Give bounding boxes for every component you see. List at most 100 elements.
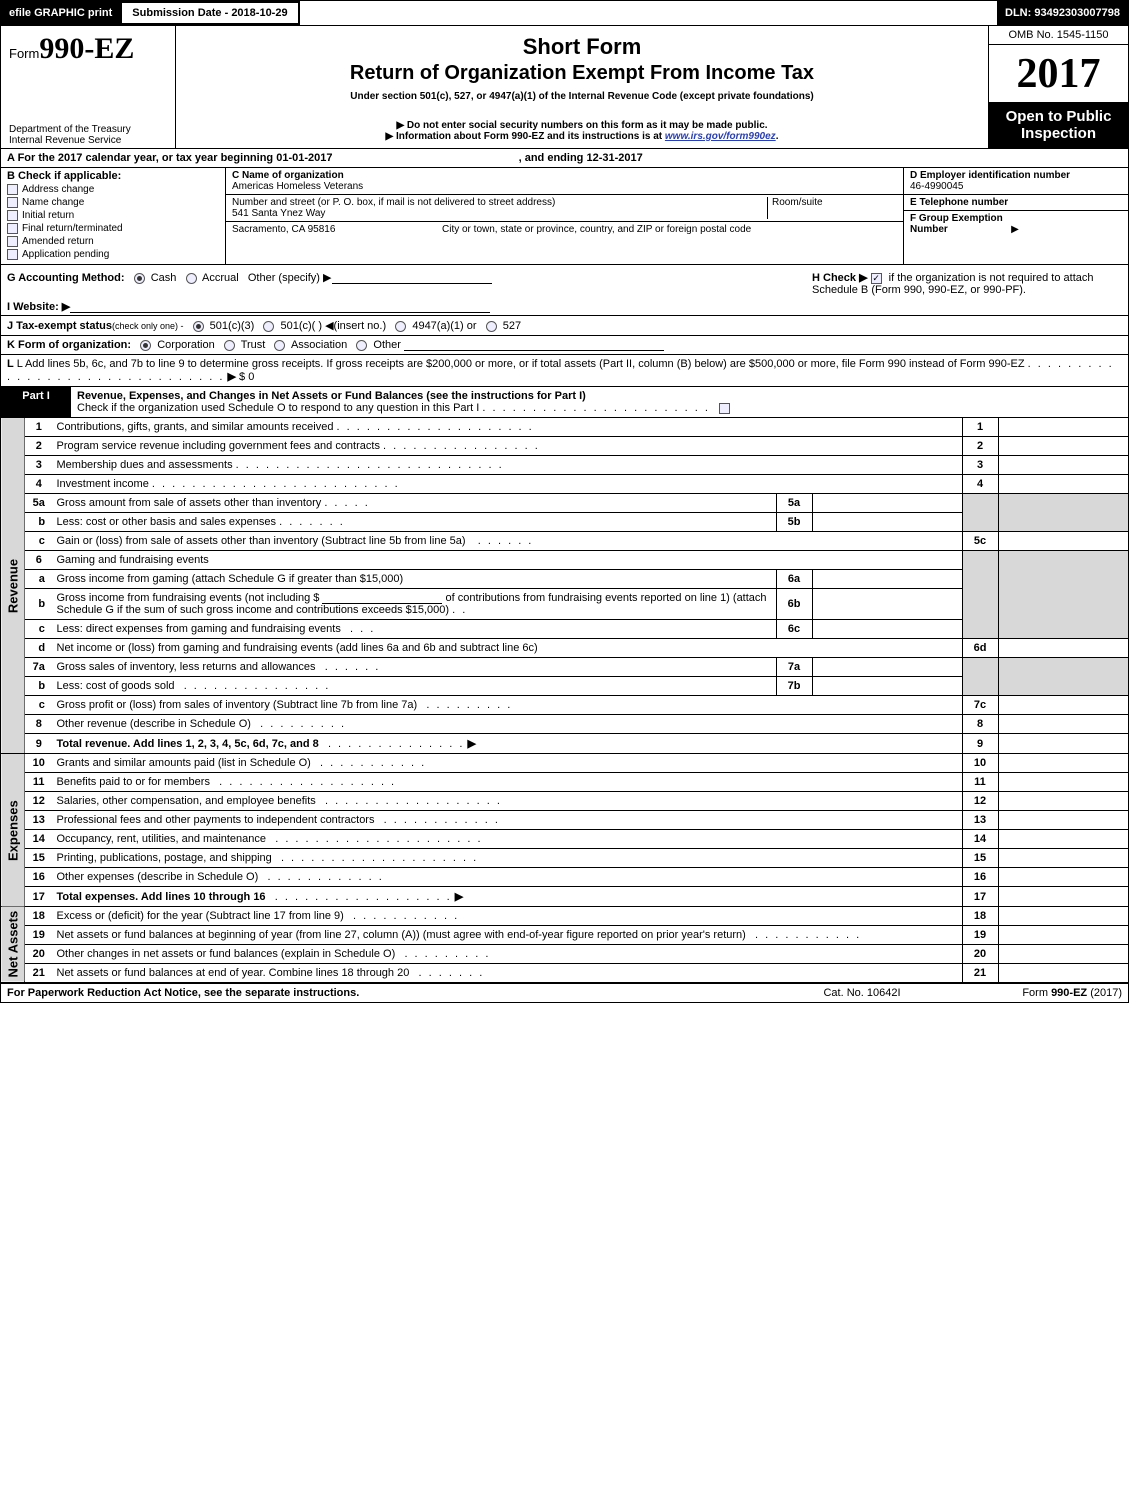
radio-501c[interactable]	[263, 321, 274, 332]
checkbox-h[interactable]	[871, 273, 882, 284]
top-bar: efile GRAPHIC print Submission Date - 20…	[1, 1, 1128, 25]
footer-form-pre: Form	[1022, 987, 1051, 999]
ln-15-rn: 15	[962, 849, 998, 868]
irs-link[interactable]: www.irs.gov/form990ez	[665, 131, 776, 142]
ln-3-desc: Membership dues and assessments	[57, 459, 233, 471]
part-i-desc: Revenue, Expenses, and Changes in Net As…	[71, 387, 1128, 417]
checkbox-amended-return[interactable]	[7, 236, 18, 247]
ln-2-num: 2	[25, 437, 53, 456]
checkbox-final-return[interactable]	[7, 223, 18, 234]
ln-1-rn: 1	[962, 418, 998, 437]
section-a-tax-year: A For the 2017 calendar year, or tax yea…	[1, 148, 1128, 167]
part-i-header: Part I Revenue, Expenses, and Changes in…	[1, 386, 1128, 417]
radio-501c3[interactable]	[193, 321, 204, 332]
website-field[interactable]	[70, 301, 490, 313]
ln-3-val	[998, 456, 1128, 475]
ln-14-desc: Occupancy, rent, utilities, and maintena…	[57, 833, 267, 845]
ln-3-rn: 3	[962, 456, 998, 475]
dln-label: DLN: 93492303007798	[997, 1, 1128, 25]
ln-5b-num: b	[25, 513, 53, 532]
ln-18-rn: 18	[962, 907, 998, 926]
ln-6b-amount-field[interactable]	[322, 592, 442, 604]
footer-form-num: 990-EZ	[1051, 987, 1087, 999]
ln-14-rn: 14	[962, 830, 998, 849]
radio-trust[interactable]	[224, 340, 235, 351]
checkbox-part-i-schedule-o[interactable]	[719, 403, 730, 414]
lines-table: Revenue 1 Contributions, gifts, grants, …	[1, 417, 1128, 982]
ln-6d-rn: 6d	[962, 639, 998, 658]
ln-5ab-shade-val	[998, 494, 1128, 532]
ln-21-val	[998, 964, 1128, 983]
label-501c3: 501(c)(3)	[210, 320, 255, 332]
ln-10-desc: Grants and similar amounts paid (list in…	[57, 757, 311, 769]
ln-8-num: 8	[25, 715, 53, 734]
j-note: (check only one) -	[112, 321, 184, 331]
ln-18-val	[998, 907, 1128, 926]
subtitle-section: Under section 501(c), 527, or 4947(a)(1)…	[186, 91, 978, 102]
part-i-bar: Part I	[1, 387, 71, 417]
omb-number: OMB No. 1545-1150	[989, 26, 1128, 45]
ln-7a-mv	[812, 658, 962, 677]
checkbox-initial-return[interactable]	[7, 210, 18, 221]
ln-5c-rn: 5c	[962, 532, 998, 551]
ln-7c-num: c	[25, 696, 53, 715]
ln-5b-desc: Less: cost or other basis and sales expe…	[57, 516, 277, 528]
ln-20-desc: Other changes in net assets or fund bala…	[57, 948, 396, 960]
c-addr-label: Number and street (or P. O. box, if mail…	[232, 197, 767, 208]
section-bcdef: B Check if applicable: Address change Na…	[1, 167, 1128, 264]
ln-7a-num: 7a	[25, 658, 53, 677]
ln-18-desc: Excess or (deficit) for the year (Subtra…	[57, 910, 344, 922]
ln-12-num: 12	[25, 792, 53, 811]
ln-12-val	[998, 792, 1128, 811]
ln-5a-num: 5a	[25, 494, 53, 513]
d-ein-value: 46-4990045	[910, 181, 963, 192]
other-org-field[interactable]	[404, 339, 664, 351]
radio-other-org[interactable]	[356, 340, 367, 351]
ln-10-num: 10	[25, 754, 53, 773]
ln-8-rn: 8	[962, 715, 998, 734]
section-gh: G Accounting Method: Cash Accrual Other …	[1, 264, 1128, 315]
section-g: G Accounting Method: Cash Accrual Other …	[7, 271, 812, 313]
checkbox-name-change[interactable]	[7, 197, 18, 208]
ln-10-rn: 10	[962, 754, 998, 773]
radio-527[interactable]	[486, 321, 497, 332]
radio-cash[interactable]	[134, 273, 145, 284]
footer-catno: Cat. No. 10642I	[772, 987, 952, 999]
form-prefix: Form	[9, 46, 39, 61]
ln-9-val	[998, 734, 1128, 754]
checkbox-application-pending[interactable]	[7, 249, 18, 260]
section-k: K Form of organization: Corporation Trus…	[1, 335, 1128, 354]
ln-7b-mn: 7b	[776, 677, 812, 696]
ln-12-rn: 12	[962, 792, 998, 811]
ln-15-desc: Printing, publications, postage, and shi…	[57, 852, 272, 864]
label-501c: 501(c)( ) ◀(insert no.)	[280, 320, 386, 332]
ln-7ab-shade-val	[998, 658, 1128, 696]
e-label: E Telephone number	[910, 197, 1008, 208]
ln-3-num: 3	[25, 456, 53, 475]
label-association: Association	[291, 339, 347, 351]
section-c: C Name of organization Americas Homeless…	[226, 168, 903, 264]
c-name-value: Americas Homeless Veterans	[232, 181, 897, 192]
checkbox-address-change[interactable]	[7, 184, 18, 195]
side-label-revenue: Revenue	[1, 418, 25, 754]
radio-association[interactable]	[274, 340, 285, 351]
label-final-return: Final return/terminated	[22, 223, 123, 234]
radio-corporation[interactable]	[140, 340, 151, 351]
side-label-net-assets: Net Assets	[1, 907, 25, 983]
section-def: D Employer identification number 46-4990…	[903, 168, 1128, 264]
radio-4947[interactable]	[395, 321, 406, 332]
department-label: Department of the Treasury Internal Reve…	[9, 124, 167, 146]
ln-11-rn: 11	[962, 773, 998, 792]
label-name-change: Name change	[22, 197, 84, 208]
other-specify-field[interactable]	[332, 272, 492, 284]
ln-13-desc: Professional fees and other payments to …	[57, 814, 375, 826]
ln-6-num: 6	[25, 551, 53, 570]
label-amended-return: Amended return	[22, 236, 94, 247]
radio-accrual[interactable]	[186, 273, 197, 284]
a-end-date: 12-31-2017	[586, 152, 642, 164]
ln-6a-mn: 6a	[776, 570, 812, 589]
ln-6c-mv	[812, 620, 962, 639]
ln-9-desc: Total revenue. Add lines 1, 2, 3, 4, 5c,…	[57, 738, 319, 750]
j-label: J Tax-exempt status	[7, 320, 112, 332]
ln-16-num: 16	[25, 868, 53, 887]
